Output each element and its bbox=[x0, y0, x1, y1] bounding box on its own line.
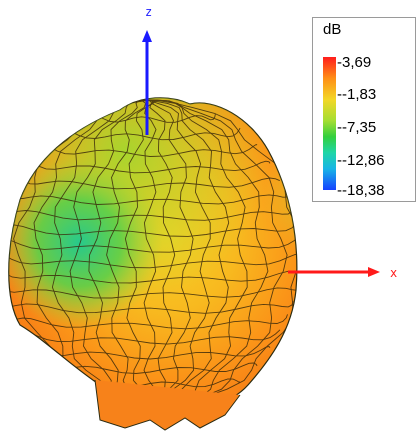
z-axis-arrow bbox=[142, 30, 152, 42]
x-axis-arrow bbox=[368, 267, 380, 277]
mesh-parallel bbox=[8, 301, 294, 314]
legend-tick-3: --7,35 bbox=[337, 119, 377, 136]
mesh-parallel bbox=[12, 192, 288, 205]
mesh-parallel bbox=[8, 284, 297, 299]
legend-tick-5: --18,38 bbox=[337, 182, 385, 199]
z-axis-label: z bbox=[145, 5, 152, 19]
mesh-meridian bbox=[148, 99, 269, 407]
mesh-parallel bbox=[19, 174, 281, 190]
mesh-parallel bbox=[8, 207, 294, 221]
color-legend: dB -3,69 --1,83 --7,35 --12,86 --18,38 bbox=[312, 17, 416, 202]
pattern-bottom-lobe bbox=[94, 379, 241, 431]
mesh-parallel bbox=[29, 159, 271, 174]
mesh-meridian bbox=[144, 99, 248, 407]
mesh-meridian bbox=[150, 99, 297, 407]
mesh-parallel bbox=[42, 143, 258, 157]
mesh-parallel bbox=[8, 220, 297, 237]
x-axis-label: x bbox=[390, 266, 397, 280]
legend-tick-4: --12,86 bbox=[337, 152, 385, 169]
legend-tick-1: -3,69 bbox=[337, 54, 372, 71]
mesh-parallel bbox=[8, 236, 297, 253]
mesh-parallel bbox=[8, 252, 297, 269]
mesh-parallel bbox=[19, 329, 281, 345]
legend-color-bar bbox=[323, 57, 336, 190]
mesh-meridian bbox=[153, 99, 288, 407]
mesh-parallel bbox=[12, 314, 288, 330]
legend-title: dB bbox=[323, 21, 342, 38]
mesh-parallel bbox=[8, 267, 297, 284]
legend-tick-2: --1,83 bbox=[337, 86, 377, 103]
